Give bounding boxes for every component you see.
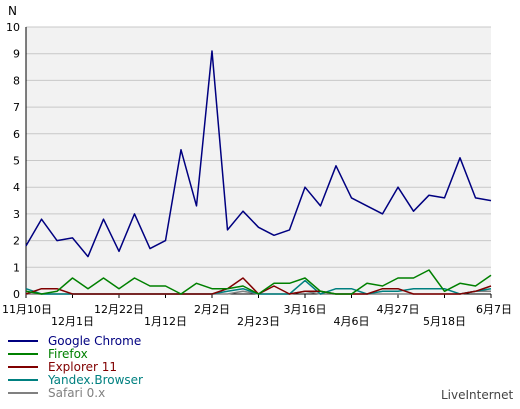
x-tick-label: 1月12日 (144, 315, 187, 328)
series-line-google-chrome (25, 50, 492, 258)
y-tick-label: 3 (13, 208, 20, 221)
y-tick-label: 7 (13, 101, 20, 114)
y-tick-label: 4 (13, 181, 20, 194)
y-tick-label: 9 (13, 48, 20, 61)
x-tick-label: 5月18日 (423, 315, 466, 328)
y-tick-label: 1 (13, 261, 20, 274)
x-tick-label: 3月16日 (284, 303, 327, 316)
y-tick-label: 8 (13, 74, 20, 87)
y-tick-label: 5 (13, 155, 20, 168)
x-tick-label: 12月1日 (51, 315, 94, 328)
x-tick-label: 12月22日 (94, 303, 144, 316)
y-tick-label: 10 (6, 21, 20, 34)
y-tick-label: 6 (13, 128, 20, 141)
legend-entry: Yandex.Browser (47, 373, 143, 387)
brand-label: LiveInternet (441, 388, 513, 402)
y-axis-label: N (8, 4, 17, 18)
series-line-firefox (25, 269, 492, 295)
x-tick-label: 2月23日 (237, 315, 280, 328)
legend-entry: Google Chrome (48, 334, 141, 348)
grid-lines (26, 26, 491, 268)
y-tick-labels: 0 1 2 3 4 5 6 7 8 9 10 (6, 21, 20, 301)
series-lines (25, 50, 492, 295)
x-tick-label: 2月2日 (194, 303, 230, 316)
y-tick-label: 0 (13, 288, 20, 301)
legend-entry: Explorer 11 (48, 360, 117, 374)
y-tick-label: 2 (13, 235, 20, 248)
x-tick-label: 4月27日 (377, 303, 420, 316)
x-tick-label: 4月6日 (334, 315, 370, 328)
legend-entry: Safari 0.x (48, 386, 105, 400)
x-tick-label: 11月10日 (2, 303, 52, 316)
x-tick-label: 6月7日 (476, 303, 512, 316)
legend-entry: Firefox (48, 347, 88, 361)
